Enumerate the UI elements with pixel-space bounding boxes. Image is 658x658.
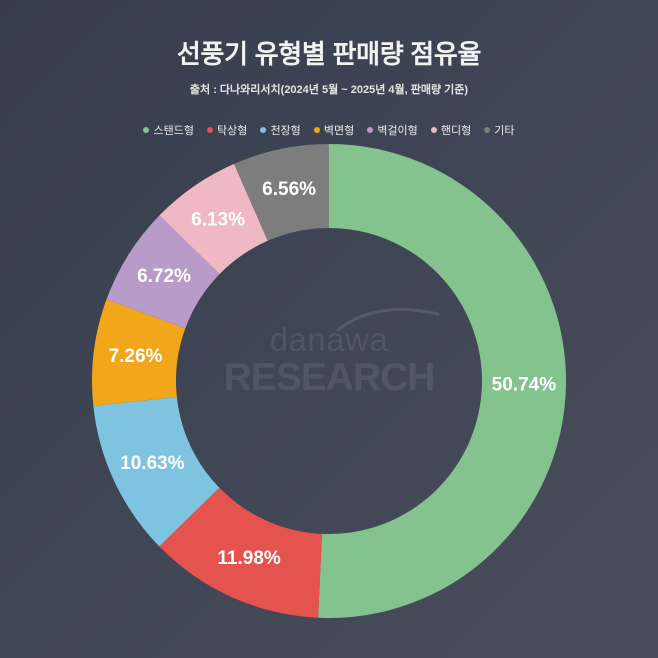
svg-text:50.74%: 50.74% (492, 375, 557, 396)
svg-text:10.63%: 10.63% (120, 453, 185, 474)
svg-text:11.98%: 11.98% (217, 548, 280, 569)
svg-text:7.26%: 7.26% (109, 346, 163, 367)
svg-text:6.56%: 6.56% (262, 179, 316, 200)
svg-text:6.72%: 6.72% (137, 266, 191, 287)
svg-text:6.13%: 6.13% (191, 210, 245, 231)
